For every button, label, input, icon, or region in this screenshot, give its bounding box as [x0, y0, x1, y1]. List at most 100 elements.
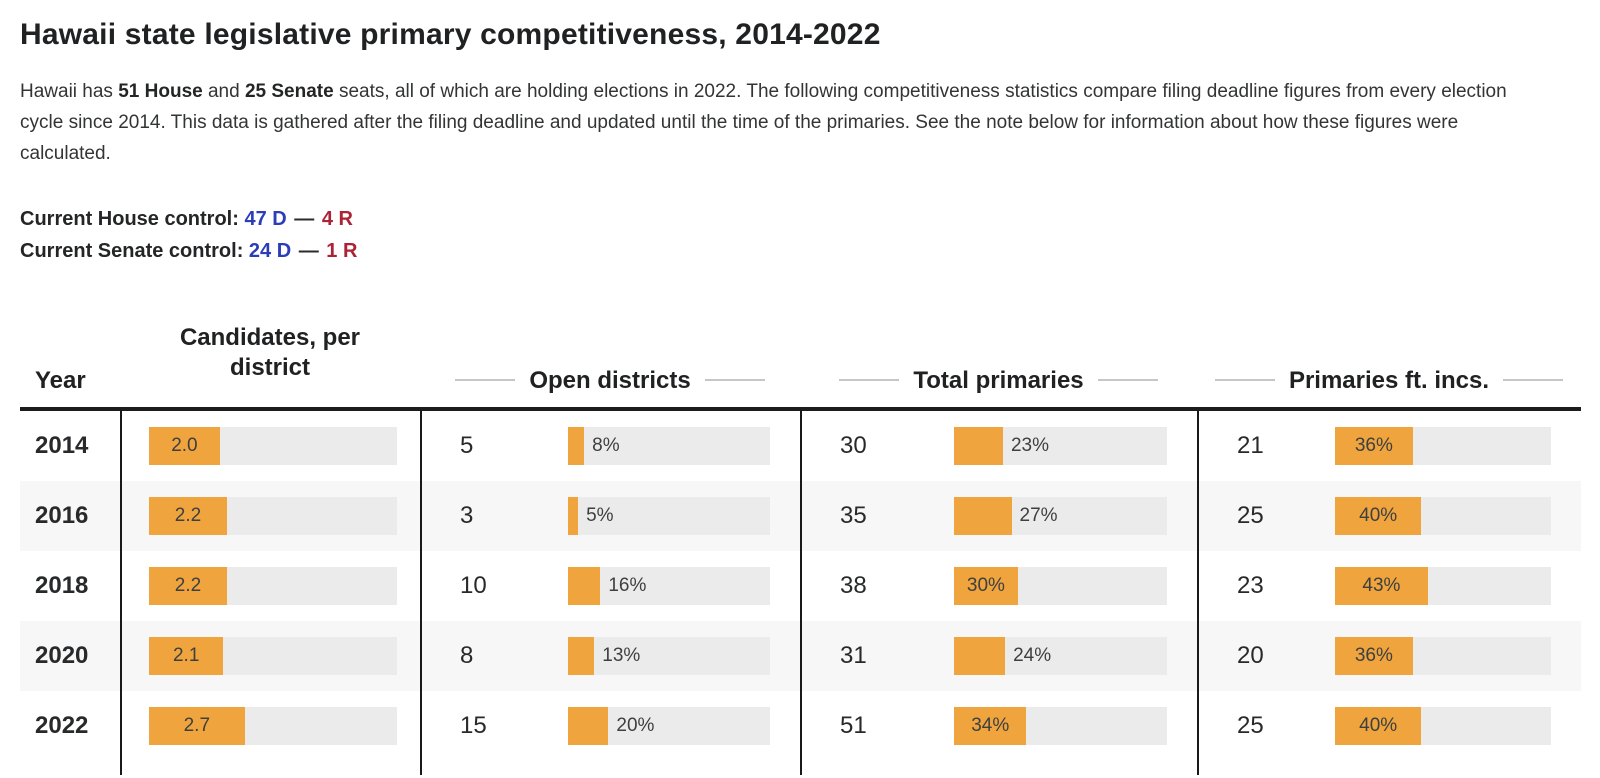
stat-count: 51: [840, 712, 867, 739]
bar-value-label: 27%: [1019, 505, 1058, 526]
table-row-2022: 2022 2.7 15 20% 51 34% 25 40%: [20, 691, 1581, 761]
bar-track: 2.2: [149, 497, 397, 535]
stat-count: 30: [840, 432, 867, 459]
stat-count: 23: [1237, 572, 1264, 599]
bar-track: 36%: [1335, 637, 1551, 675]
senate-dem-count: 24 D: [248, 240, 292, 262]
bar-fill: [954, 427, 1003, 465]
stat-cell: 5 8%: [420, 411, 800, 481]
candidates-cell: 2.1: [120, 621, 420, 691]
stat-count: 25: [1237, 712, 1264, 739]
candidates-cell: 2.0: [120, 411, 420, 481]
table-header-row: Year Candidates, per district Open distr…: [20, 323, 1581, 411]
bar-fill: [1335, 497, 1422, 535]
column-header-year: Year: [35, 367, 86, 394]
bar-fill: [149, 637, 224, 675]
year-label: 2016: [35, 502, 89, 529]
bar-fill: [1335, 637, 1413, 675]
bar-fill: [1335, 427, 1413, 465]
header-dash-left: [839, 378, 900, 381]
year-label: 2018: [35, 572, 89, 599]
year-label: 2022: [35, 712, 89, 739]
bar-fill: [954, 707, 1027, 745]
stat-cell: 10 16%: [420, 551, 800, 621]
senate-seats-bold: 25 Senate: [244, 81, 334, 102]
column-header-open-districts: Open districts: [420, 367, 800, 407]
column-divider: [420, 761, 800, 775]
bar-track: 40%: [1335, 707, 1551, 745]
bar-track: 20%: [568, 707, 770, 745]
stat-cell: 3 5%: [420, 481, 800, 551]
bar-fill: [149, 497, 227, 535]
senate-control-label: Current Senate control:: [20, 240, 244, 262]
house-rep-count: 4 R: [321, 208, 353, 230]
bar-track: 5%: [568, 497, 770, 535]
bar-fill: [954, 637, 1006, 675]
bar-fill: [1335, 567, 1428, 605]
year-label: 2020: [35, 642, 89, 669]
bar-track: 2.2: [149, 567, 397, 605]
bar-track: 30%: [954, 567, 1167, 605]
stat-count: 5: [460, 432, 474, 459]
bar-value-label: 23%: [1010, 435, 1050, 456]
bar-fill: [1335, 707, 1422, 745]
house-dem-count: 47 D: [244, 208, 287, 230]
column-header-total-primaries: Total primaries: [800, 367, 1197, 407]
stat-count: 3: [460, 502, 474, 529]
stat-count: 25: [1237, 502, 1264, 529]
table-row-2016: 2016 2.2 3 5% 35 27% 25 40%: [20, 481, 1581, 551]
bar-value-label: 2.0: [171, 435, 198, 456]
stat-count: 38: [840, 572, 867, 599]
dash-separator: —: [298, 240, 319, 262]
stat-count: 35: [840, 502, 867, 529]
bar-value-label: 13%: [602, 645, 641, 666]
bar-value-label: 43%: [1362, 575, 1401, 596]
column-header-candidates: Candidates, per district: [179, 324, 361, 381]
header-dash-right: [704, 378, 765, 381]
table-row-2018: 2018 2.2 10 16% 38 30% 23 43%: [20, 551, 1581, 621]
bar-fill: [954, 497, 1012, 535]
bar-value-label: 36%: [1354, 645, 1393, 666]
table-row-2014: 2014 2.0 5 8% 30 23% 21 36%: [20, 411, 1581, 481]
bar-value-label: 24%: [1013, 645, 1052, 666]
bar-value-label: 34%: [971, 715, 1010, 736]
house-seats-bold: 51 House: [118, 81, 203, 102]
column-divider: [1197, 761, 1581, 775]
stat-count: 15: [460, 712, 487, 739]
candidates-cell: 2.2: [120, 481, 420, 551]
bar-fill: [568, 427, 585, 465]
header-dash-left: [1214, 378, 1275, 381]
bar-value-label: 40%: [1359, 715, 1398, 736]
stat-cell: 21 36%: [1197, 411, 1581, 481]
bar-value-label: 2.2: [174, 575, 202, 596]
bar-track: 2.1: [149, 637, 397, 675]
bar-value-label: 5%: [586, 505, 614, 526]
bar-value-label: 20%: [616, 715, 655, 736]
stat-cell: 8 13%: [420, 621, 800, 691]
stat-count: 31: [840, 642, 867, 669]
bar-track: 40%: [1335, 497, 1551, 535]
stat-count: 21: [1237, 432, 1264, 459]
stat-cell: 38 30%: [800, 551, 1197, 621]
house-control-label: Current House control:: [20, 208, 239, 230]
stat-cell: 25 40%: [1197, 481, 1581, 551]
header-dash-left: [455, 378, 516, 381]
bar-fill: [568, 707, 609, 745]
bar-track: 27%: [954, 497, 1167, 535]
bar-track: 13%: [568, 637, 770, 675]
candidates-cell: 2.7: [120, 691, 420, 761]
bar-fill: [149, 567, 227, 605]
bar-value-label: 30%: [966, 575, 1005, 596]
header-dash-right: [1097, 378, 1158, 381]
bar-value-label: 16%: [608, 575, 647, 596]
bar-track: 23%: [954, 427, 1167, 465]
stat-cell: 51 34%: [800, 691, 1197, 761]
bar-value-label: 8%: [592, 435, 620, 456]
senate-control-line: Current Senate control: 24 D — 1 R: [20, 235, 1600, 267]
stat-cell: 31 24%: [800, 621, 1197, 691]
bar-track: 34%: [954, 707, 1167, 745]
column-header-primaries-ft-incs: Primaries ft. incs.: [1197, 367, 1581, 407]
stat-cell: 15 20%: [420, 691, 800, 761]
intro-text: seats, all of which are holding election…: [20, 81, 1507, 164]
bar-value-label: 36%: [1354, 435, 1393, 456]
